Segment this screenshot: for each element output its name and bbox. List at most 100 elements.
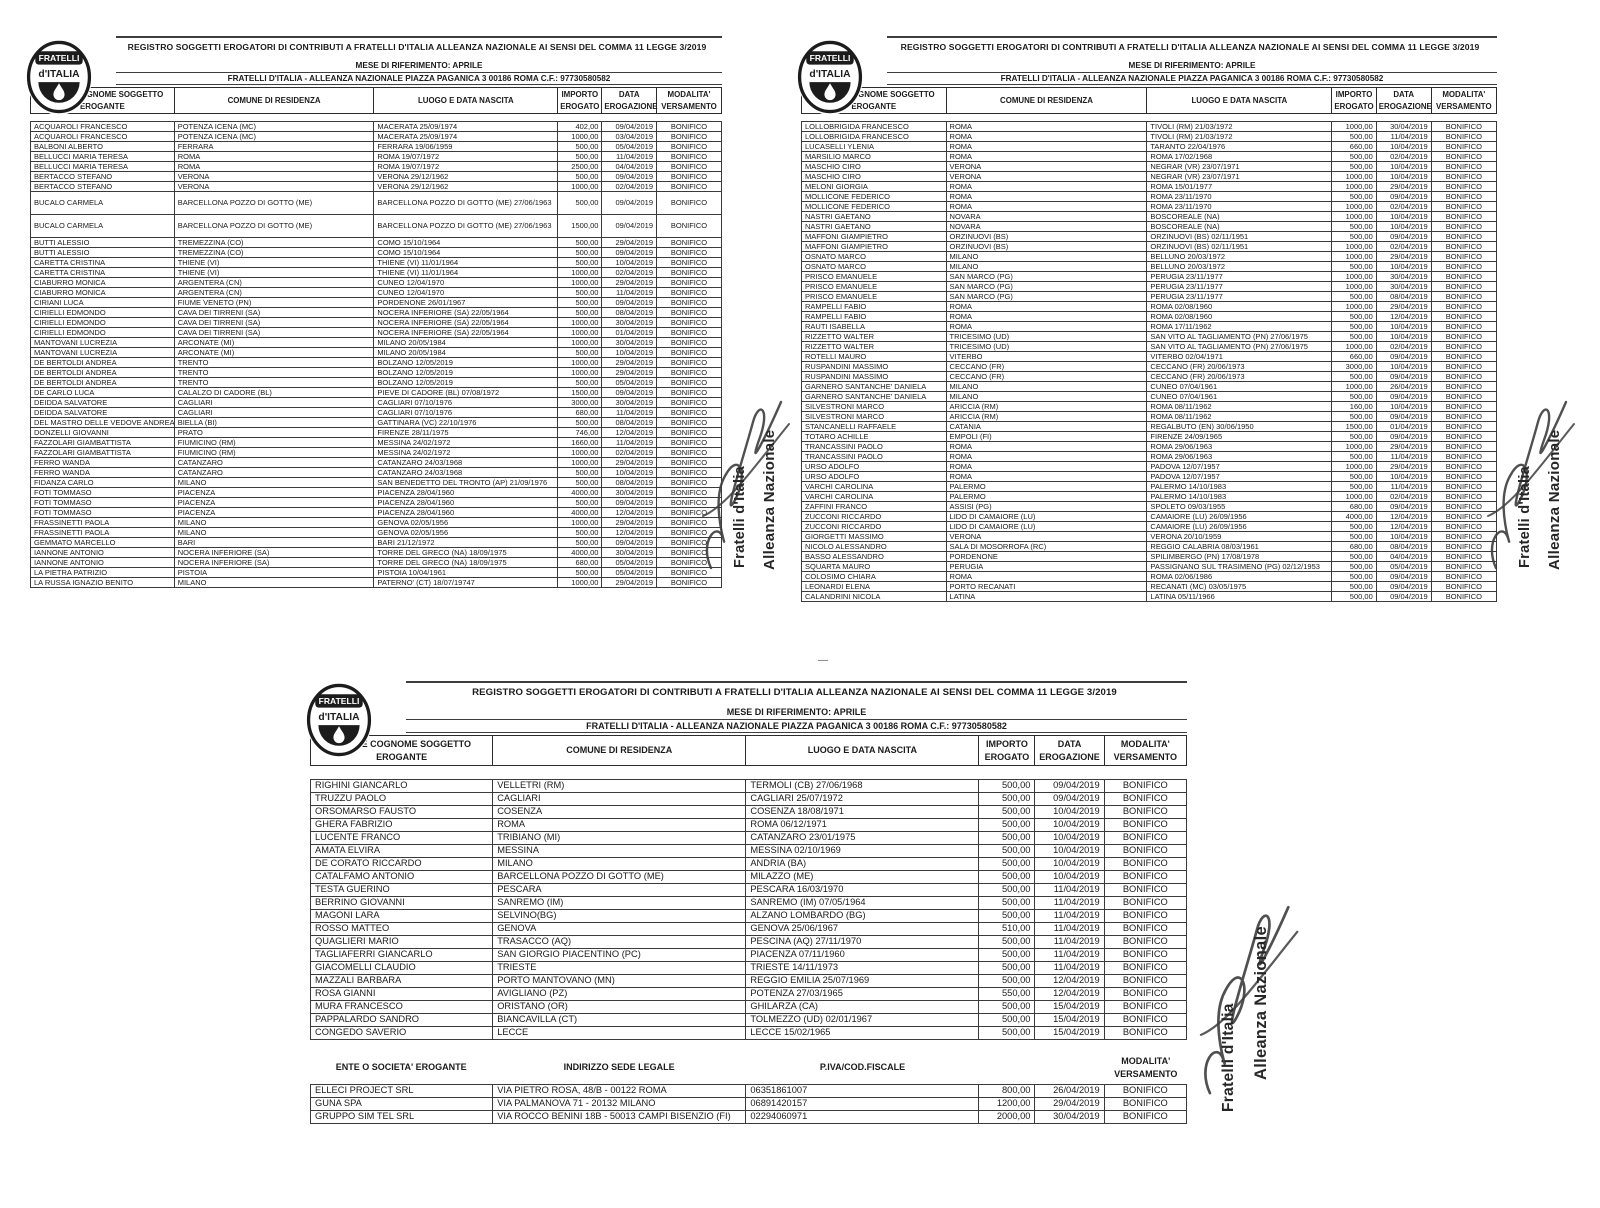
table-cell: 06891420157 xyxy=(745,1097,980,1111)
donors-table: LOLLOBRIGIDA FRANCESCO ROMA TIVOLI (RM) 21… xyxy=(801,121,1498,602)
table-cell: RIZZETTO WALTER xyxy=(801,331,947,342)
table-cell: 26/04/2019 xyxy=(1375,381,1432,392)
logo-text-2: d'ITALIA xyxy=(809,69,851,80)
table-cell: 30/04/2019 xyxy=(601,317,657,328)
table-cell: 680,00 xyxy=(557,407,603,418)
table-cell: LEONARDI ELENA xyxy=(801,581,947,592)
table-cell: BONIFICO xyxy=(656,151,722,162)
table-row: MASCHIO CIRO VERONA NEGRAR (VR) 23/07/1971… xyxy=(801,161,1498,172)
table-cell: THIENE (VI) xyxy=(173,267,375,278)
table-row: DE BERTOLDI ANDREA TRENTO BOLZANO 12/05/20… xyxy=(30,357,722,368)
table-cell: BONIFICO xyxy=(1430,451,1498,462)
table-cell: ROMA xyxy=(173,161,375,172)
table-cell: 500,00 xyxy=(978,857,1036,871)
table-cell: ZAFFINI FRANCO xyxy=(801,501,947,512)
divider xyxy=(116,36,722,38)
table-row: AMATA ELVIRA MESSINA MESSINA 02/10/1969 500… xyxy=(309,844,1188,858)
table-row: ZUCCONI RICCARDO LIDO DI CAMAIORE (LU) CAM… xyxy=(801,511,1498,522)
table-cell: ROMA 15/01/1977 xyxy=(1146,181,1333,192)
table-cell: LOLLOBRIGIDA FRANCESCO xyxy=(801,121,947,132)
table-cell: 1660,00 xyxy=(557,437,603,448)
table-cell: ROMA xyxy=(945,301,1148,312)
table-cell: BONIFICO xyxy=(1103,857,1188,871)
table-cell: TIVOLI (RM) 21/03/1972 xyxy=(1146,121,1333,132)
table-cell: 02/04/2019 xyxy=(601,447,657,458)
table-cell: 1500,00 xyxy=(557,214,603,238)
org-line-box: FRATELLI D'ITALIA - ALLEANZA NAZIONALE P… xyxy=(406,719,1187,733)
table-cell: BONIFICO xyxy=(1103,1097,1188,1111)
table-cell: BONIFICO xyxy=(1103,1000,1188,1014)
table-cell: 500,00 xyxy=(1331,131,1377,142)
table-cell: CAMAIORE (LU) 26/09/1956 xyxy=(1146,511,1333,522)
table-cell: BONIFICO xyxy=(1430,381,1498,392)
table-cell: 12/04/2019 xyxy=(1375,521,1432,532)
table-cell: BONIFICO xyxy=(1103,922,1188,936)
table-cell: 1000,00 xyxy=(1331,251,1377,262)
table-cell: 4000,00 xyxy=(1331,511,1377,522)
table-cell: FAZZOLARI GIAMBATTISTA xyxy=(30,447,175,458)
column-header-residence: COMUNE DI RESIDENZA xyxy=(492,735,747,766)
table-cell: BONIFICO xyxy=(1430,231,1498,242)
table-cell: MANTOVANI LUCREZIA xyxy=(30,337,175,348)
table-cell: 680,00 xyxy=(557,557,603,568)
column-header-blank-2 xyxy=(1035,1052,1104,1084)
table-cell: 10/04/2019 xyxy=(1375,401,1432,412)
table-cell: 500,00 xyxy=(557,537,603,548)
table-cell: BONIFICO xyxy=(656,191,722,215)
table-cell: BONIFICO xyxy=(656,287,722,298)
table-cell: VERONA xyxy=(173,171,375,182)
table-cell: PIACENZA 28/04/1960 xyxy=(373,497,559,508)
column-header-blank-1 xyxy=(979,1052,1035,1084)
table-cell: 11/04/2019 xyxy=(601,287,657,298)
table-row: RIZZETTO WALTER TRICESIMO (UD) SAN VITO AL… xyxy=(801,341,1498,352)
table-row: IANNONE ANTONIO NOCERA INFERIORE (SA) TORR… xyxy=(30,557,722,568)
table-cell: 500,00 xyxy=(978,844,1036,858)
org-line: FRATELLI D'ITALIA - ALLEANZA NAZIONALE P… xyxy=(227,74,611,83)
table-cell: ROMA xyxy=(945,571,1148,582)
table-cell: PRISCO EMANUELE xyxy=(801,271,947,282)
table-cell: SILVESTRONI MARCO xyxy=(801,411,947,422)
column-header-amount: IMPORTO EROGATO xyxy=(1331,87,1377,114)
table-cell: 500,00 xyxy=(557,347,603,358)
table-cell: 500,00 xyxy=(978,792,1036,806)
table-cell: 510,00 xyxy=(978,922,1036,936)
table-row: RIZZETTO WALTER TRICESIMO (UD) SAN VITO AL… xyxy=(801,331,1498,342)
table-cell: BERTACCO STEFANO xyxy=(30,171,175,182)
table-row: QUAGLIERI MARIO TRASACCO (AQ) PESCINA (AQ)… xyxy=(309,935,1188,949)
table-cell: PERUGIA 23/11/1977 xyxy=(1146,281,1333,292)
divider xyxy=(887,36,1497,38)
table-cell: MILANO xyxy=(945,251,1148,262)
table-row: DEIDDA SALVATORE CAGLIARI CAGLIARI 07/10/1… xyxy=(30,407,722,418)
org-line: FRATELLI D'ITALIA - ALLEANZA NAZIONALE P… xyxy=(586,721,1007,731)
company-table: ELLECI PROJECT SRL VIA PIETRO ROSA, 48/B … xyxy=(309,1084,1188,1124)
table-cell: BONIFICO xyxy=(656,527,722,538)
table-cell: BALBONI ALBERTO xyxy=(30,141,175,152)
table-cell: AVIGLIANO (PZ) xyxy=(492,987,747,1001)
table-cell: BONIFICO xyxy=(1430,211,1498,222)
table-cell: 29/04/2019 xyxy=(1375,301,1432,312)
table-cell: ACQUAROLI FRANCESCO xyxy=(30,131,175,142)
table-cell: CIRIANI LUCA xyxy=(30,297,175,308)
table-cell: CAVA DEI TIRRENI (SA) xyxy=(173,317,375,328)
table-row: PRISCO EMANUELE SAN MARCO (PG) PERUGIA 23/… xyxy=(801,271,1498,282)
table-cell: 29/04/2019 xyxy=(1375,181,1432,192)
page-header: REGISTRO SOGGETTI EROGATORI DI CONTRIBUT… xyxy=(30,36,722,85)
table-row: TRANCASSINI PAOLO ROMA ROMA 29/06/1963 1000… xyxy=(801,441,1498,452)
table-cell: FOTI TOMMASO xyxy=(30,497,175,508)
table-cell: BONIFICO xyxy=(1430,591,1498,602)
table-cell: 500,00 xyxy=(978,883,1036,897)
table-cell: BONIFICO xyxy=(656,567,722,578)
table-cell: 09/04/2019 xyxy=(1375,411,1432,422)
table-cell: CUNEO 12/04/1970 xyxy=(373,287,559,298)
table-cell: GENOVA 25/06/1967 xyxy=(745,922,980,936)
table-row: GARNERO SANTANCHE' DANIELA MILANO CUNEO 07… xyxy=(801,391,1498,402)
table-cell: 29/04/2019 xyxy=(601,237,657,248)
table-cell: VIA ROCCO BENINI 18B - 50013 CAMPI BISEN… xyxy=(492,1110,747,1124)
table-cell: 30/04/2019 xyxy=(601,337,657,348)
table-row: TESTA GUERINO PESCARA PESCARA 16/03/1970 50… xyxy=(309,883,1188,897)
column-header-amount: IMPORTO EROGATO xyxy=(557,87,603,114)
table-row: FERRO WANDA CATANZARO CATANZARO 24/03/1968… xyxy=(30,457,722,468)
table-cell: 1000,00 xyxy=(557,337,603,348)
table-cell: DEL MASTRO DELLE VEDOVE ANDREA xyxy=(30,417,175,428)
table-cell: BONIFICO xyxy=(1430,241,1498,252)
